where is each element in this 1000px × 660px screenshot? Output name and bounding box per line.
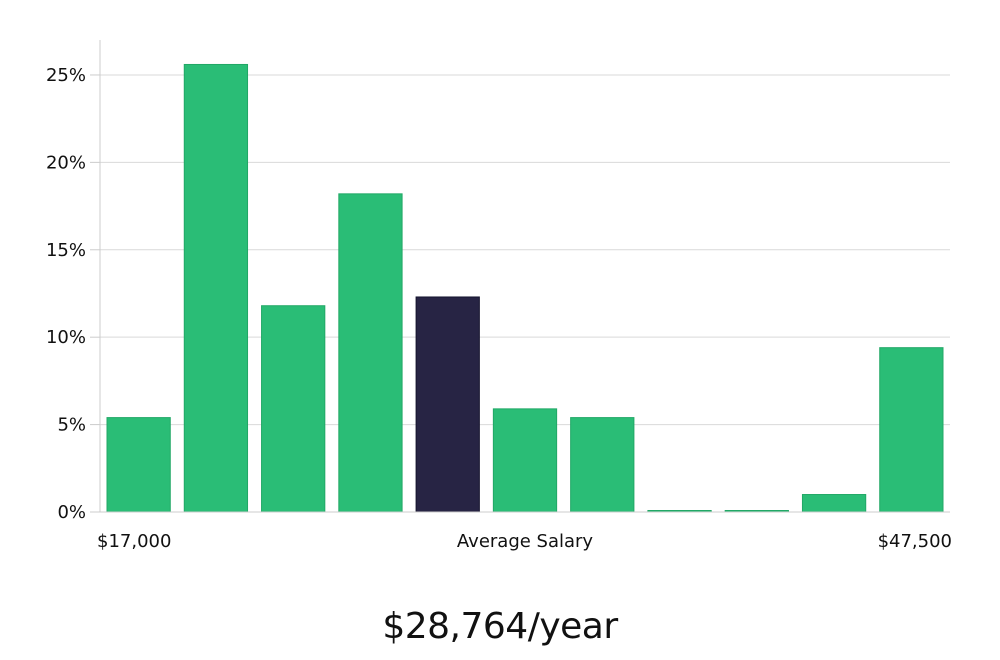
histogram-bar: [338, 193, 403, 513]
y-tick-label: 20%: [46, 152, 86, 173]
histogram-bar: [492, 408, 558, 513]
histogram-bar: [183, 63, 249, 513]
y-tick-label: 10%: [46, 327, 86, 348]
y-tick-label: 5%: [57, 415, 86, 436]
histogram-bar: [570, 417, 635, 513]
average-salary-value: $28,764/year: [382, 606, 618, 647]
histogram-svg: 0% 5% 10% 15% 20% 25% $17,000 Average Salary …: [46, 40, 952, 552]
y-tick-label: 0%: [57, 502, 86, 523]
histogram-bar: [801, 494, 867, 513]
x-labels: $17,000 Average Salary $47,500: [97, 531, 952, 552]
x-label-min: $17,000: [97, 531, 171, 552]
y-tick-label: 25%: [46, 65, 86, 86]
histogram-bar: [879, 347, 944, 513]
y-tick-label: 15%: [46, 240, 86, 261]
axes: [90, 40, 950, 513]
x-label-center: Average Salary: [457, 531, 594, 552]
x-label-max: $47,500: [878, 531, 952, 552]
bar-average-salary: [415, 296, 480, 513]
y-tick-labels: 0% 5% 10% 15% 20% 25%: [46, 65, 86, 523]
histogram-bar: [261, 305, 326, 513]
histogram-bar: [106, 417, 171, 513]
bars: [106, 63, 944, 513]
